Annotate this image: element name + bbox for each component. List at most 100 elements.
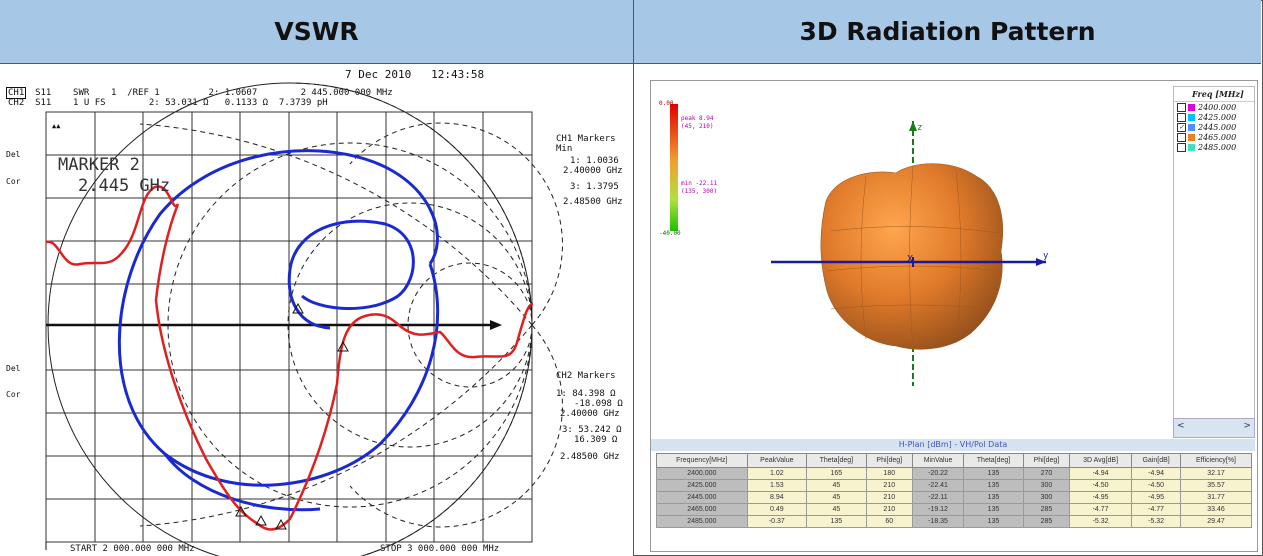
table-cell: -0.37 (746, 515, 808, 528)
table-cell: -4.95 (1131, 491, 1182, 504)
legend-swatch (1188, 133, 1195, 141)
vswr-date: 7 Dec 2010 12:43:58 (345, 68, 485, 81)
scale-top-label: 0.00 (659, 100, 674, 107)
del-label-1: Del (6, 150, 21, 159)
legend-swatch (1188, 103, 1195, 111)
x-axis-label: X (907, 254, 914, 265)
mesh-lines (826, 165, 1002, 350)
scroll-right-button[interactable]: > (1243, 421, 1251, 431)
table-title: H-Plan [dBm] - VH/Pol Data (651, 439, 1255, 451)
table-cell: 45 (806, 479, 867, 492)
legend-item[interactable]: 2425.000 (1174, 112, 1254, 122)
radiation-3d-view[interactable]: 0.00 -40.00 peak 8.94 (45, 210) min -22.… (651, 81, 1171, 438)
table-cell: 1.53 (746, 479, 808, 492)
delta-mark: ▲▲ (52, 122, 61, 130)
legend-item[interactable]: 2485.000 (1174, 142, 1254, 152)
column-header: Efficiency[%] (1180, 453, 1252, 468)
table-cell: 210 (865, 491, 913, 504)
table-cell: 300 (1022, 479, 1071, 492)
min-angle: (135, 300) (681, 188, 718, 195)
ch2-markers-title: CH2 Markers (556, 371, 616, 381)
legend-item[interactable]: 2400.000 (1174, 102, 1254, 112)
y-axis-arrow (1036, 258, 1046, 266)
scroll-left-button[interactable]: < (1177, 421, 1185, 431)
vswr-markers (235, 302, 349, 530)
table-cell: -4.77 (1069, 503, 1133, 516)
table-row: 2425.000 1.53 45 210 -22.41 135 300 -4.50 -4.50 3… (656, 479, 1252, 492)
ch2-m3-freq: 2.48500 GHz (560, 452, 620, 462)
ch1-m1-value: 1: 1.0036 (570, 156, 619, 166)
legend-freq: 2400.000 (1198, 102, 1237, 112)
table-cell: -20.22 (911, 467, 965, 480)
ch2-m3-value2: 16.309 Ω (574, 435, 618, 445)
ch1-box: CH1 (6, 87, 27, 99)
smith-chart (47, 82, 563, 556)
cor-label-1: Cor (6, 177, 21, 186)
real-axis-arrow (490, 320, 502, 330)
del-label-2: Del (6, 364, 21, 373)
ch1-m3-freq: 2.48500 GHz (563, 197, 623, 207)
table-cell: 29.47 (1180, 515, 1252, 528)
scale-bottom-label: -40.00 (659, 230, 681, 237)
legend-item[interactable]: ✓ 2445.000 (1174, 122, 1254, 132)
z-axis-arrow (909, 121, 917, 131)
legend-checkbox[interactable] (1177, 102, 1186, 112)
table-row: 2400.000 1.02 165 180 -20.22 135 270 -4.94 -4.94… (656, 467, 1252, 480)
frequency-legend: Freq [MHz] 2400.000 2425.000 ✓ 2445.000 2… (1173, 86, 1255, 438)
table-cell: -4.77 (1131, 503, 1182, 516)
table-cell: -19.12 (911, 503, 965, 516)
column-header: Gain[dB] (1131, 453, 1182, 468)
ch2-m1-freq: 2.40000 GHz (560, 409, 620, 419)
min-label: min -22.11 (681, 180, 718, 187)
legend-checkbox[interactable] (1177, 142, 1186, 152)
table-cell: 2465.000 (656, 503, 748, 516)
start-frequency: START 2 000.000 000 MHz (70, 544, 195, 554)
table-cell: 0.49 (746, 503, 808, 516)
legend-freq: 2445.000 (1198, 122, 1237, 132)
legend-scrollbar[interactable]: < > (1173, 418, 1255, 438)
legend-checkbox[interactable] (1177, 112, 1186, 122)
column-header: Phi[deg] (1022, 453, 1071, 468)
table-cell: 35.57 (1180, 479, 1252, 492)
legend-swatch (1188, 113, 1195, 121)
legend-checkbox[interactable] (1177, 132, 1186, 142)
column-header: Frequency[MHz] (656, 453, 748, 468)
table-cell: 165 (806, 467, 867, 480)
legend-item[interactable]: 2465.000 (1174, 132, 1254, 142)
column-header: MinValue (911, 453, 965, 468)
y-axis-label: y (1043, 251, 1049, 261)
radiation-header: 3D Radiation Pattern (634, 0, 1261, 64)
table-cell: 45 (806, 503, 867, 516)
radiation-3d-svg (670, 104, 1046, 386)
legend-header: Freq [MHz] (1174, 87, 1254, 102)
table-cell: -4.50 (1069, 479, 1133, 492)
table-cell: 135 (963, 479, 1024, 492)
ch1-markers-min: Min (556, 144, 573, 154)
marker-title: MARKER 2 (58, 155, 140, 175)
column-divider (633, 0, 634, 556)
table-cell: 135 (963, 515, 1024, 528)
table-cell: -4.94 (1131, 467, 1182, 480)
table-cell: 2400.000 (656, 467, 748, 480)
table-cell: 45 (806, 491, 867, 504)
table-cell: -5.32 (1131, 515, 1182, 528)
column-header: Theta[deg] (963, 453, 1024, 468)
table-cell: 210 (865, 503, 913, 516)
table-cell: 2425.000 (656, 479, 748, 492)
radiation-panel: 0.00 -40.00 peak 8.94 (45, 210) min -22.… (650, 80, 1258, 552)
table-cell: 300 (1022, 491, 1071, 504)
table-cell: 33.46 (1180, 503, 1252, 516)
table-cell: 135 (963, 491, 1024, 504)
stop-frequency: STOP 3 000.000 000 MHz (380, 544, 500, 554)
radiation-data-table: Frequency[MHz] PeakValue Theta[deg] Phi[… (656, 453, 1252, 528)
legend-checkbox-checked[interactable]: ✓ (1177, 122, 1186, 132)
marker-freq: 2.445 GHz (78, 176, 171, 196)
vswr-ch2-line: CH2 S11 1 U FS 2: 53.031 Ω 0.1133 Ω 7.37… (8, 98, 328, 108)
table-cell: -4.50 (1131, 479, 1182, 492)
radiation-body (820, 163, 1004, 350)
ch1-trace (45, 185, 534, 531)
table-cell: -4.95 (1069, 491, 1133, 504)
table-row: 2445.000 8.94 45 210 -22.11 135 300 -4.95 -4.95 3… (656, 491, 1252, 504)
peak-label: peak 8.94 (681, 115, 714, 122)
table-header-row: Frequency[MHz] PeakValue Theta[deg] Phi[… (656, 453, 1252, 468)
